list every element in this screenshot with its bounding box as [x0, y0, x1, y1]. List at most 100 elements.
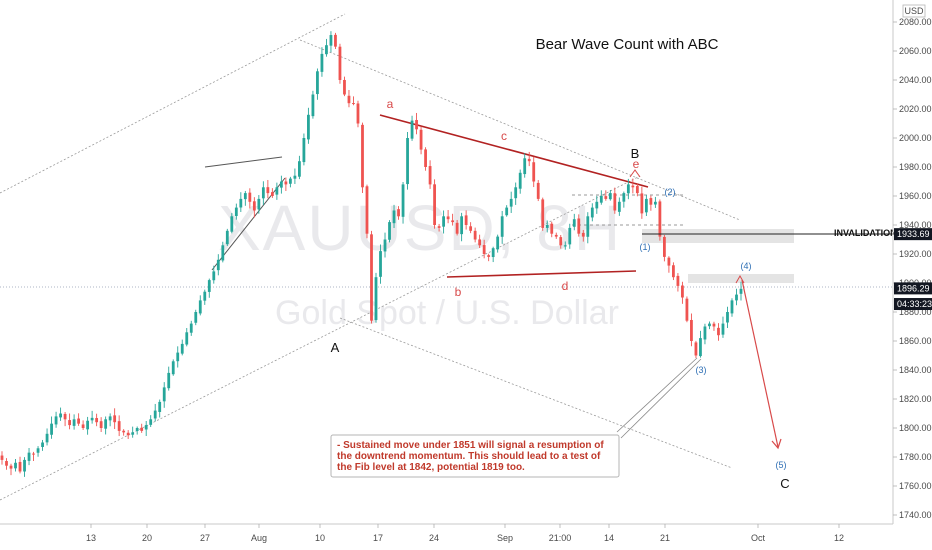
candle-body [527, 158, 531, 162]
candle-body [586, 216, 590, 237]
candle-body [658, 201, 662, 237]
y-tick-label: 1820.00 [899, 394, 932, 404]
resistance-zone-upper[interactable] [642, 229, 794, 243]
candle-body [622, 193, 626, 202]
candle-body [171, 361, 175, 375]
wave3-pointer-2[interactable] [620, 358, 702, 439]
y-tick-label: 1940.00 [899, 220, 932, 230]
candle-body [721, 323, 725, 335]
candle-body [90, 417, 94, 421]
candle-body [406, 138, 409, 185]
time-axis[interactable]: 13 20 27 Aug 10 17 24 Sep 21:00 14 21 Oct 12 [0, 523, 893, 543]
descending-channel-bottom[interactable] [339, 317, 733, 469]
candle-body [356, 103, 360, 124]
candle-body [270, 192, 274, 196]
candle-body [122, 430, 126, 433]
pennant-top[interactable] [204, 156, 283, 168]
candle-body [482, 245, 486, 254]
candle-body [243, 193, 247, 200]
candle-body [626, 184, 630, 194]
note-line-1: - Sustained move under 1851 will signal … [337, 440, 604, 451]
wave-label-A: A [331, 340, 340, 355]
y-tick-label: 1760.00 [899, 481, 932, 491]
candle-body [595, 201, 599, 209]
candle-body [207, 280, 211, 292]
x-tick-label: 10 [315, 533, 325, 543]
candle-body [451, 220, 455, 223]
candle-body [635, 186, 639, 194]
candle-body [140, 427, 144, 431]
descending-channel-top[interactable] [299, 39, 741, 221]
candle-body [275, 187, 279, 195]
upper-channel-line[interactable] [0, 13, 346, 194]
candle-body [681, 285, 684, 298]
candle-body [397, 209, 400, 217]
lower-channel-line[interactable] [0, 175, 641, 501]
candle-body [361, 124, 364, 188]
x-tick-label: Aug [251, 533, 267, 543]
wave4-cap [735, 274, 745, 284]
candle-body [72, 419, 76, 426]
candle-body [95, 418, 99, 423]
y-tick-label: 1840.00 [899, 365, 932, 375]
wave-label-1: (1) [640, 242, 651, 252]
note-box[interactable] [330, 434, 620, 478]
candle-body [383, 239, 387, 252]
candle-body [325, 45, 328, 55]
projection-arrow-line[interactable] [741, 279, 779, 448]
wave-label-3: (3) [696, 365, 707, 375]
candle-body [307, 114, 310, 140]
triangle-bottom[interactable] [446, 270, 637, 278]
currency-box[interactable] [902, 4, 926, 18]
note-line-2: the downtrend momentum. This should lead… [337, 451, 601, 462]
y-tick-label: 1960.00 [899, 191, 932, 201]
candle-body [180, 343, 184, 354]
candle-body [667, 257, 671, 266]
candle-body [536, 182, 540, 199]
wave3-pointer-1[interactable] [616, 357, 698, 433]
price-axis[interactable]: USD 1740.00 1760.00 1780.00 1800.00 1820.00 1… [892, 0, 932, 524]
candle-body [640, 193, 644, 214]
candle-body [257, 198, 261, 210]
candle-body [644, 198, 648, 213]
candle-body [690, 319, 693, 341]
x-tick-label: 21 [660, 533, 670, 543]
wave-label-b: b [455, 285, 462, 299]
candle-body [487, 255, 491, 257]
candle-body [108, 416, 112, 421]
x-tick-label: 12 [834, 533, 844, 543]
x-tick-label: 13 [86, 533, 96, 543]
price-tag [894, 228, 932, 241]
y-tick-label: 2080.00 [899, 17, 932, 27]
currency-label: USD [904, 6, 924, 16]
candle-body [18, 461, 22, 472]
y-tick-label: 2060.00 [899, 46, 932, 56]
price-tag-label: 1933.69 [897, 229, 930, 239]
x-tick-label: Oct [751, 533, 766, 543]
candle-body [316, 71, 319, 95]
candle-body [717, 327, 720, 336]
wave-label-5: (5) [776, 460, 787, 470]
candle-body [401, 184, 405, 217]
candle-body [167, 372, 171, 389]
candle-body [36, 448, 40, 453]
price-tags: 1933.69 1896.29 04:33:23 [894, 228, 932, 311]
candle-body [343, 79, 346, 95]
candle-body [352, 103, 355, 105]
triangle-top[interactable] [379, 114, 649, 188]
candle-body [234, 207, 238, 217]
candle-body [261, 187, 265, 199]
candle-body [563, 245, 567, 247]
candle-body [252, 201, 256, 211]
candle-body [699, 338, 702, 357]
y-tick-label: 2020.00 [899, 104, 932, 114]
candle-body [284, 181, 288, 185]
wave-e-cap [629, 169, 641, 178]
note-callout[interactable]: - Sustained move under 1851 will signal … [330, 434, 620, 478]
candle-body [216, 259, 220, 271]
candle-body [239, 198, 243, 208]
candle-body [117, 421, 121, 431]
candle-body [298, 161, 301, 177]
candle-body [347, 95, 351, 104]
